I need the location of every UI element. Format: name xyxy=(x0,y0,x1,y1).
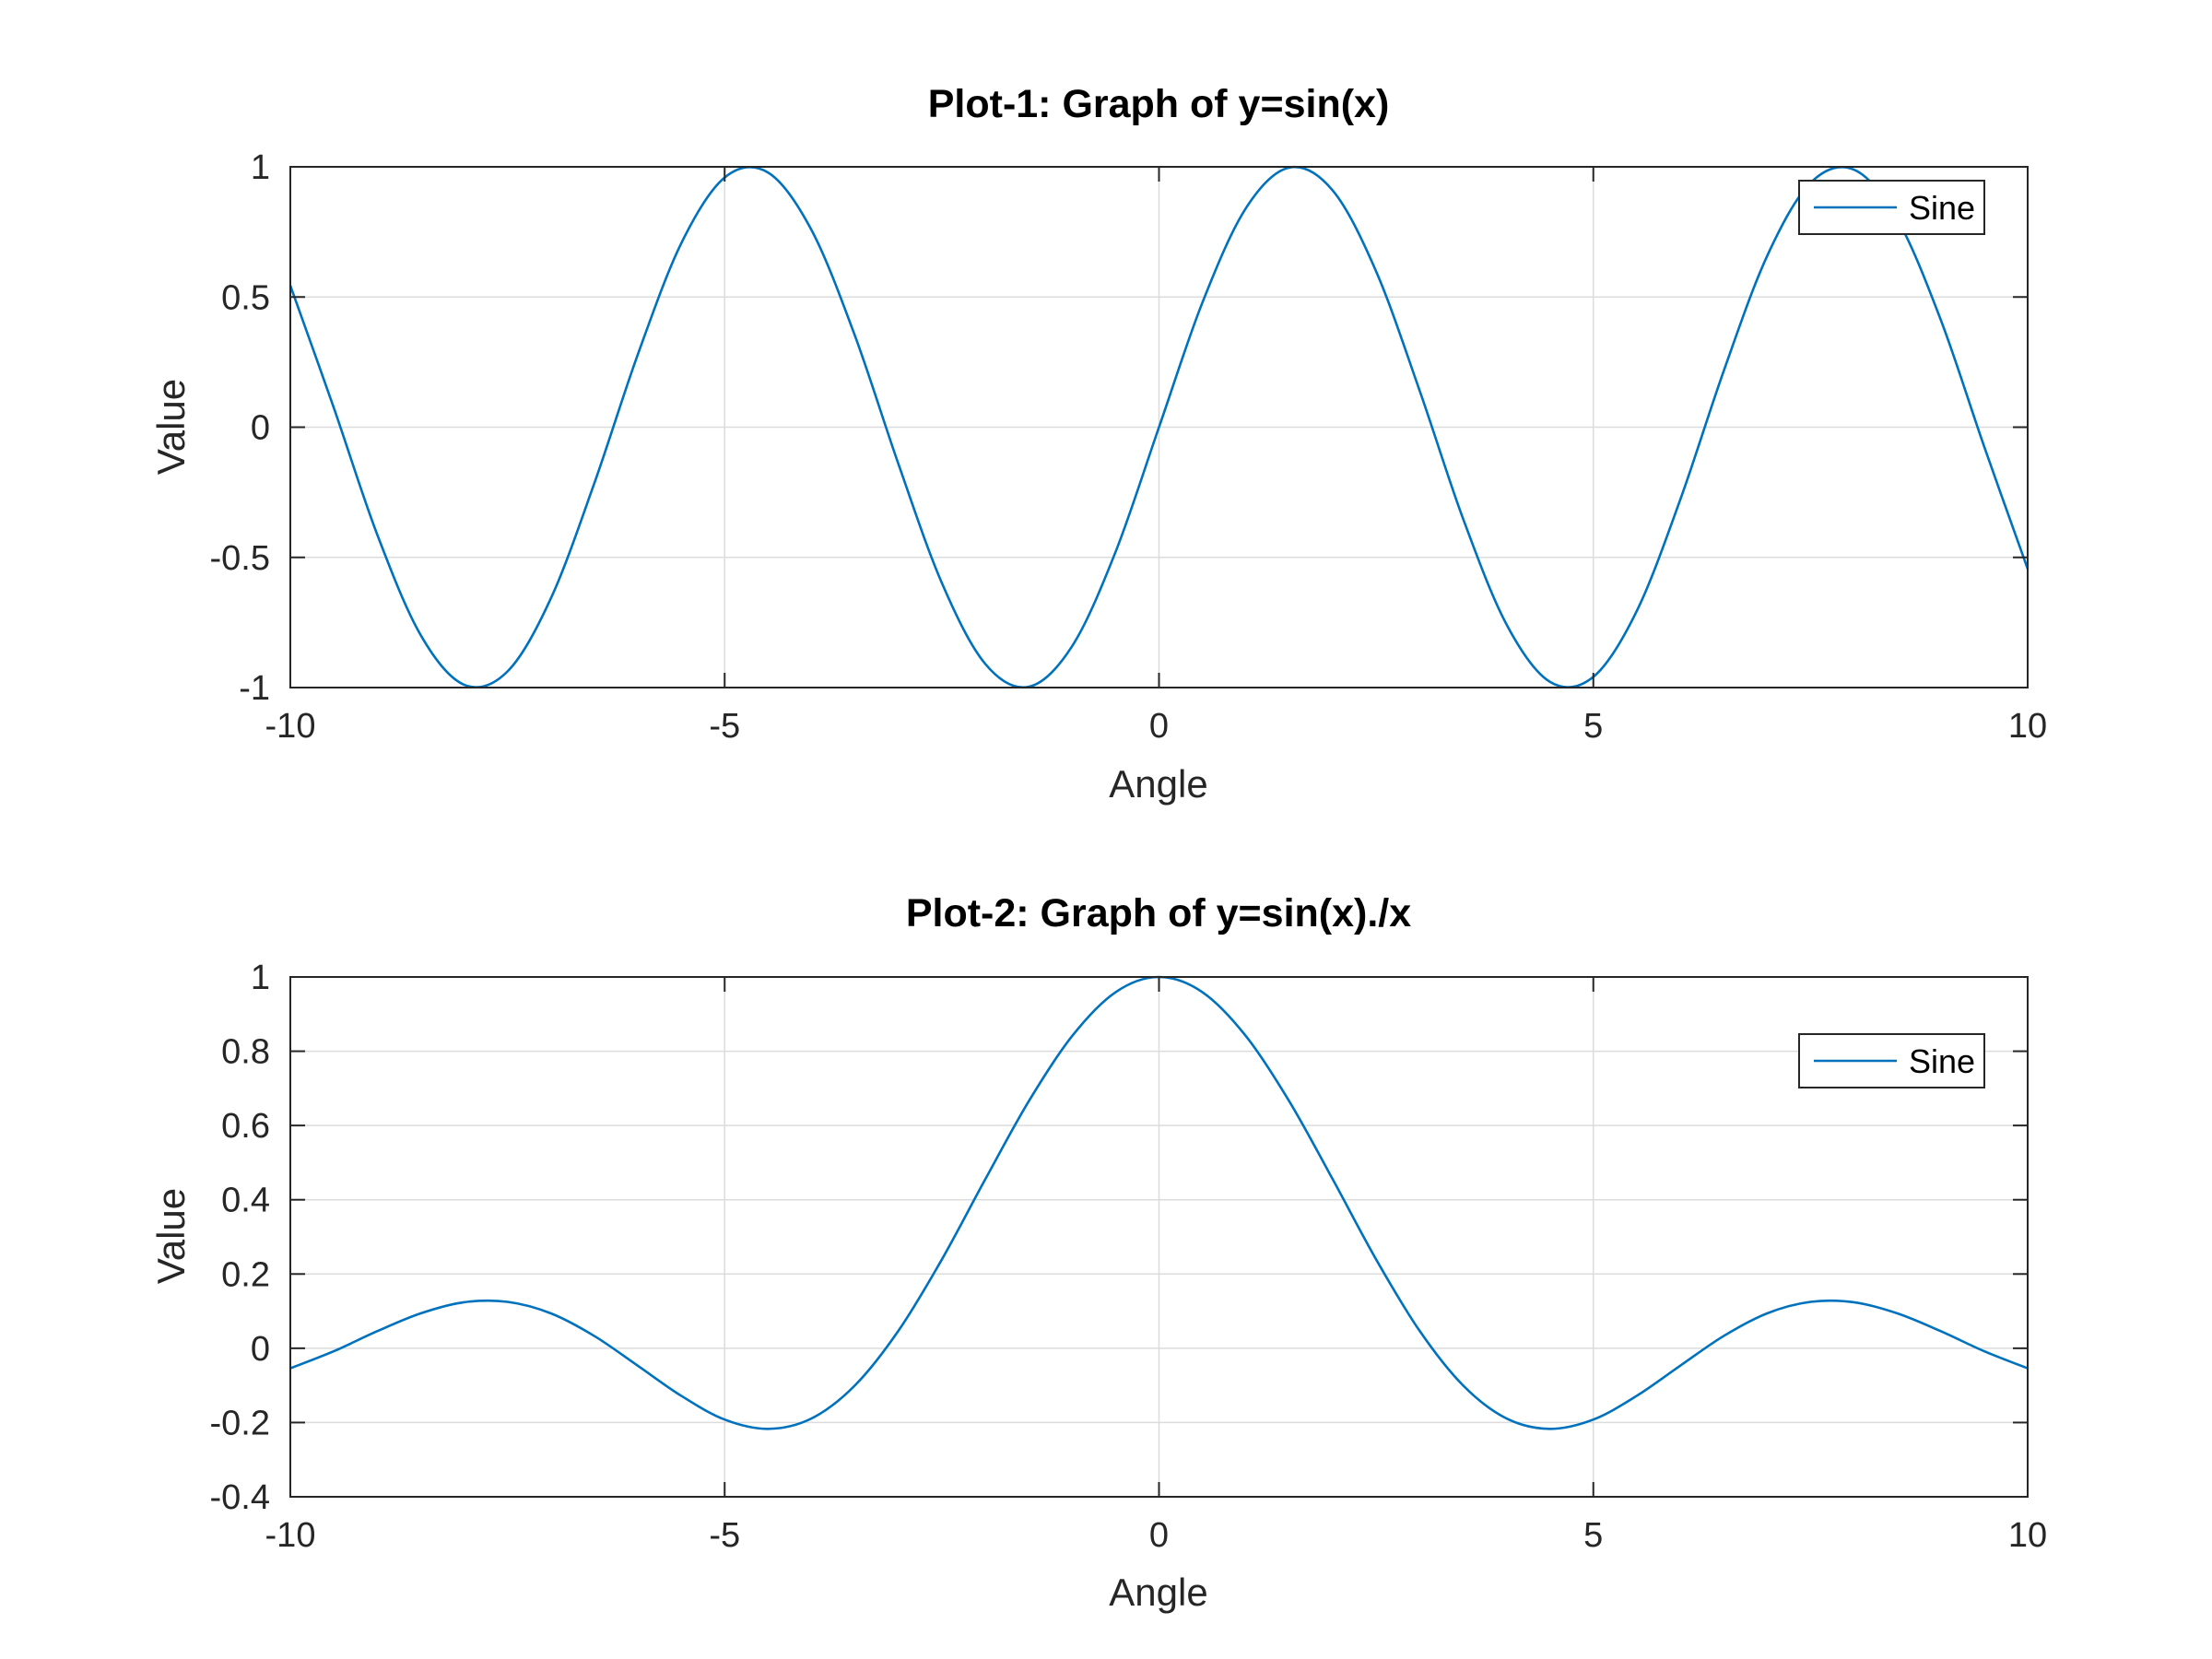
legend: Sine xyxy=(1798,1033,1985,1088)
x-tick-label: 0 xyxy=(1149,707,1169,746)
y-tick-label: 0 xyxy=(251,1330,270,1369)
x-tick-label: 0 xyxy=(1149,1516,1169,1555)
y-axis-label: Value xyxy=(149,1188,193,1284)
series-line-sine xyxy=(288,165,2030,689)
legend-label: Sine xyxy=(1909,189,1975,227)
y-tick-label: 0.6 xyxy=(221,1107,270,1146)
x-tick-label: -5 xyxy=(709,1516,740,1555)
ticks: -10 -5 0 5 10 -0.4 -0.2 0 0.2 0.4 0.6 0.8 1 xyxy=(210,959,2048,1555)
x-tick-label: 5 xyxy=(1583,1516,1603,1555)
y-tick-label: 0.5 xyxy=(221,278,270,317)
ticks: -10 -5 0 5 10 -1 -0.5 0 0.5 1 xyxy=(210,148,2048,746)
y-tick-label: -0.4 xyxy=(210,1478,270,1517)
x-axis-label: Angle xyxy=(1109,1571,1207,1614)
y-tick-label: 0.4 xyxy=(221,1182,270,1220)
y-tick-label: 1 xyxy=(251,959,270,997)
chart-title: Plot-1: Graph of y=sin(x) xyxy=(928,82,1390,126)
x-tick-label: -5 xyxy=(709,707,740,746)
x-tick-label: -10 xyxy=(265,707,316,746)
series-group xyxy=(288,165,2030,689)
y-axis-label: Value xyxy=(149,379,193,475)
y-tick-label: 0.2 xyxy=(221,1255,270,1294)
y-tick-label: 0 xyxy=(251,409,270,448)
x-tick-label: 5 xyxy=(1583,707,1603,746)
x-tick-label: -10 xyxy=(265,1516,316,1555)
chart-title: Plot-2: Graph of y=sin(x)./x xyxy=(906,891,1411,935)
x-tick-label: 10 xyxy=(2008,707,2047,746)
x-axis-label: Angle xyxy=(1109,762,1207,806)
subplot-1: Plot-1: Graph of y=sin(x) -10 -5 0 5 10-1-0.… xyxy=(149,82,2047,806)
y-tick-label: -0.5 xyxy=(210,539,270,578)
y-tick-label: 0.8 xyxy=(221,1033,270,1072)
legend: Sine xyxy=(1798,180,1985,235)
y-tick-label: -0.2 xyxy=(210,1404,270,1442)
y-tick-label: -1 xyxy=(239,669,270,708)
subplot-2: Plot-2: Graph of y=sin(x)./x -10 -5 0 5 10-0… xyxy=(149,891,2047,1614)
y-tick-label: 1 xyxy=(251,148,270,187)
x-tick-label: 10 xyxy=(2008,1516,2047,1555)
legend-label: Sine xyxy=(1909,1042,1975,1080)
